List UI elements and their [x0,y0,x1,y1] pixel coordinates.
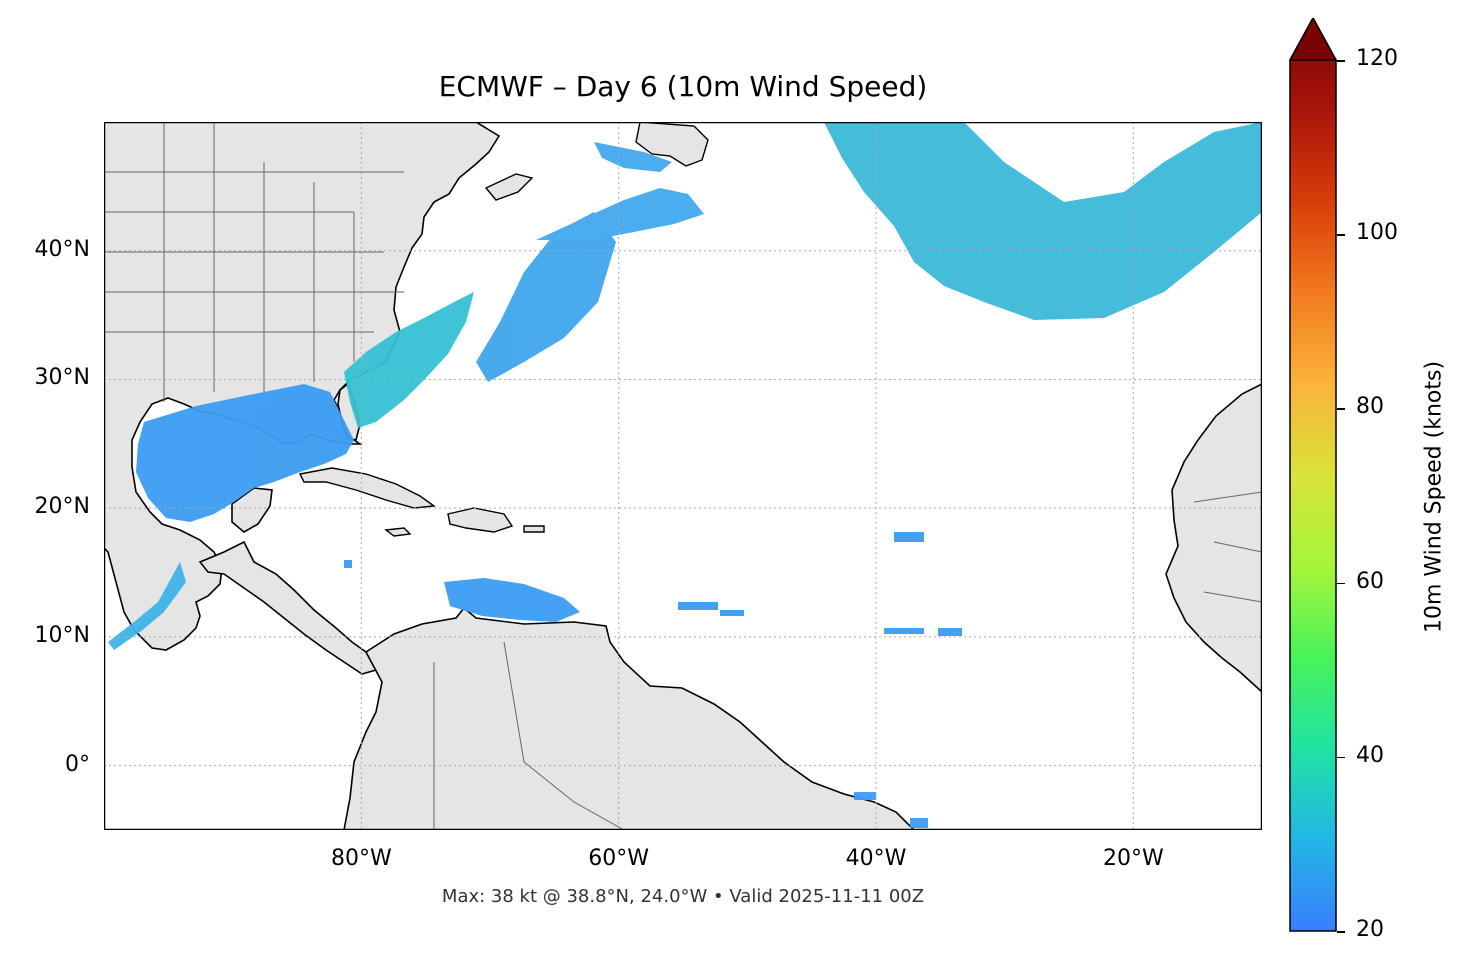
colorbar-label: 10m Wind Speed (knots) [1421,360,1447,634]
wind-canada-maritimes [536,188,704,240]
lon-tick-label: 60°W [588,846,650,871]
colorbar-tick-mark [1337,582,1345,585]
land-cuba [298,467,436,509]
colorbar-tick-mark [1337,60,1345,62]
map-border [104,122,1262,830]
lat-tick-label: 40°N [34,236,90,262]
colorbar-tick-label: 120 [1356,46,1398,71]
colorbar-tick-label: 60 [1356,568,1384,594]
map-panel [104,122,1262,830]
lat-tick-label: 20°N [34,494,90,520]
lon-tick-label: 80°W [330,846,392,871]
colorbar-tick-label: 40 [1356,742,1384,768]
colorbar-tick-mark [1337,408,1345,410]
colorbar [1288,16,1338,933]
wind-caribbean [444,578,580,622]
land-south-america [343,606,916,830]
lon-tick-label: 40°W [845,846,907,871]
colorbar-tick-mark [1337,234,1345,236]
lat-tick-label: 0° [65,751,90,777]
colorbar-tick-mark [1337,756,1345,759]
map-footer-note: Max: 38 kt @ 38.8°N, 24.0°W • Valid 2025… [441,886,925,907]
land-yucatan [231,487,273,533]
gridlines [104,122,1262,830]
admin-borders [104,122,1262,830]
land-hispaniola [447,507,514,533]
colorbar-extend-arrow [1288,16,1338,61]
wind-gulf-of-mexico [136,384,354,522]
lat-tick-label: 30°N [34,365,90,391]
colorbar-tick-label: 100 [1356,220,1398,246]
wind-offshore-band [476,212,616,382]
land-jamaica [384,527,412,537]
wind-us-east-coast [344,292,474,428]
colorbar-tick-label: 80 [1356,394,1384,420]
wind-speed-field [108,122,1262,828]
wind-newfoundland [594,142,672,172]
lon-tick-label: 20°W [1102,846,1164,871]
land-africa [1165,383,1262,694]
land-newfoundland [635,122,709,167]
lat-tick-label: 10°N [34,622,90,648]
land-puerto-rico [523,525,545,533]
colorbar-tick-mark [1337,931,1345,933]
wind-scattered-cells [344,532,962,828]
colorbar-bar [1289,16,1337,932]
map-title: ECMWF – Day 6 (10m Wind Speed) [438,70,928,103]
wind-north-atlantic [824,122,1262,320]
colorbar-tick-label: 20 [1356,917,1384,942]
land-nova-scotia [484,173,534,201]
wind-pacific-mexico [108,562,186,650]
